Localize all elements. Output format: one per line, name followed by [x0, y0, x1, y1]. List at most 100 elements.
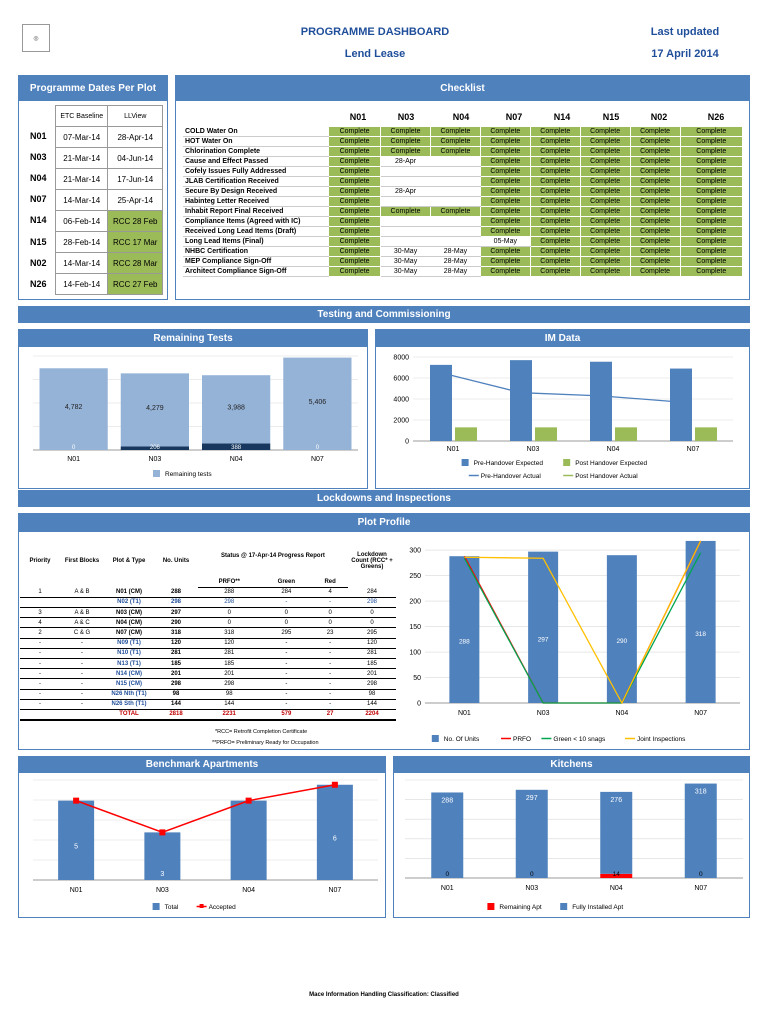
checklist-status-cell: Complete	[629, 136, 681, 147]
checklist-status-cell: Complete	[529, 146, 581, 157]
checklist-status-cell	[429, 176, 481, 187]
checklist-status-cell: Complete	[529, 236, 581, 247]
date-row: 21-Mar-14 04-Jun-14	[54, 147, 163, 169]
bar-units	[606, 555, 637, 703]
accepted-marker	[73, 797, 80, 804]
plot-profile-cell: N09 (T1)	[104, 638, 154, 649]
data-label: 318	[695, 631, 706, 638]
checklist-item-label: Long Lead Items (Final)	[183, 236, 329, 247]
llview-cell: 25-Apr-14	[107, 189, 163, 211]
llview-cell: RCC 17 Mar	[107, 231, 163, 253]
plot-profile-cell: 288	[198, 587, 261, 598]
checklist-status-cell: Complete	[479, 206, 531, 217]
bar-units	[449, 556, 480, 703]
plot-profile-cell: 298	[154, 597, 198, 609]
y-tick-label: 6000	[393, 376, 409, 383]
checklist-status-cell: 30-May	[380, 256, 431, 267]
date-row: 21-Mar-14 17-Jun-14	[54, 168, 163, 190]
checklist-status-cell: 05-May	[479, 236, 531, 247]
legend-label: Post Handover Actual	[575, 473, 638, 480]
bar-remaining	[39, 368, 108, 450]
bar-pre-handover-expected	[510, 360, 532, 441]
y-tick-label: 4000	[393, 397, 409, 404]
bar-pre-handover-expected	[430, 364, 452, 441]
legend-label: Remaining tests	[165, 471, 212, 478]
plot-profile-cell: -	[260, 658, 313, 670]
x-tick-label: N07	[694, 885, 707, 892]
checklist-status-cell: Complete	[529, 256, 581, 267]
plot-profile-table: Priority First Blocks Plot & Type No. Units…	[20, 535, 396, 721]
bar-fully-installed	[431, 792, 464, 878]
y-tick-label: 200	[409, 599, 421, 606]
checklist-status-cell: Complete	[679, 256, 744, 267]
checklist-status-cell: Complete	[479, 126, 531, 137]
plot-profile-row: - - N26 Sth (T1) 144 144- -144	[20, 699, 396, 710]
checklist-status-cell: Complete	[629, 156, 681, 167]
y-tick-label: 150	[409, 624, 421, 631]
legend-label: No. Of Units	[444, 736, 480, 743]
bar-remaining	[120, 373, 189, 447]
checklist-column-header: N14	[553, 112, 571, 122]
checklist-status-cell: 28-May	[429, 256, 481, 267]
bar-remaining-apt	[600, 873, 633, 878]
plot-profile-cell: 144	[198, 699, 261, 710]
plot-profile-cell: N10 (T1)	[104, 648, 154, 660]
rcc-note: *RCC= Retrofit Completion Certificate	[215, 729, 308, 735]
legend-label: PRFO	[513, 736, 531, 743]
checklist-status-cell	[429, 166, 481, 177]
plot-profile-cell: 288	[154, 587, 198, 598]
checklist-status-cell	[380, 196, 431, 207]
plot-profile-cell: -	[20, 658, 60, 670]
checklist-status-cell	[380, 216, 431, 227]
plot-profile-header-cell: First Blocks	[64, 558, 100, 565]
line-joint-inspections	[464, 540, 702, 705]
data-label-small: 14	[613, 871, 621, 878]
im-data-chart: 0 2000 4000 6000 8000 N01 N03 N04 N07 Pre-Handove…	[393, 355, 733, 480]
plot-profile-cell: 0	[348, 617, 396, 629]
checklist-status-cell: Complete	[328, 236, 382, 247]
bar-total	[316, 784, 353, 880]
checklist-status-cell: Complete	[529, 186, 581, 197]
plot-profile-cell: 298	[348, 678, 396, 690]
prfo-note: **PRFO= Preliminary Ready for Occupation	[212, 740, 319, 746]
plot-profile-header-cell: Priority	[29, 558, 51, 565]
legend-label: Pre-Handover Actual	[481, 473, 542, 480]
legend-swatch	[461, 459, 469, 466]
footer-classification: Mace Information Handling Classification…	[309, 992, 459, 998]
testing-section-header: Testing and Commissioning	[18, 306, 750, 323]
checklist-row: Chlorination Complete Complete Complete Com…	[183, 146, 744, 157]
checklist-status-cell: Complete	[579, 216, 631, 227]
data-label: 276	[610, 797, 622, 804]
plot-profile-cell: -	[312, 689, 348, 700]
checklist-item-label: Inhabit Report Final Received	[183, 206, 329, 217]
checklist-item-label: HOT Water On	[183, 136, 329, 147]
page-title: PROGRAMME DASHBOARD	[300, 26, 450, 38]
plot-profile-cell: -	[312, 597, 348, 609]
bar-fully-installed	[684, 783, 717, 878]
checklist-status-cell: Complete	[679, 146, 744, 157]
checklist-status-cell: Complete	[629, 266, 681, 277]
plot-profile-header: Plot Profile	[18, 513, 750, 532]
plot-profile-row: - - N14 (CM) 201 201- -201	[20, 668, 396, 680]
plot-profile-cell: -	[60, 668, 104, 680]
plot-profile-cell: -	[60, 648, 104, 660]
checklist-item-label: JLAB Certification Received	[183, 176, 329, 187]
bar-remaining	[202, 375, 271, 444]
checklist-row: Inhabit Report Final Received Complete Com…	[183, 206, 744, 217]
plot-profile-cell: 284	[260, 587, 313, 598]
plot-profile-cell: -	[20, 648, 60, 660]
x-tick-label: N03	[525, 885, 538, 892]
bar-post-handover-expected	[455, 427, 477, 441]
etc-baseline-cell: 14-Mar-14	[54, 252, 109, 274]
plot-profile-cell: -	[312, 658, 348, 670]
remaining-tests-header: Remaining Tests	[18, 329, 368, 347]
checklist-status-cell: Complete	[380, 146, 431, 157]
y-tick-label: 2000	[393, 418, 409, 425]
plot-profile-cell: -	[60, 699, 104, 710]
llview-cell: RCC 28 Mar	[107, 252, 163, 274]
plot-profile-cell: 318	[198, 627, 261, 639]
checklist-status-cell: 28-May	[429, 246, 481, 257]
